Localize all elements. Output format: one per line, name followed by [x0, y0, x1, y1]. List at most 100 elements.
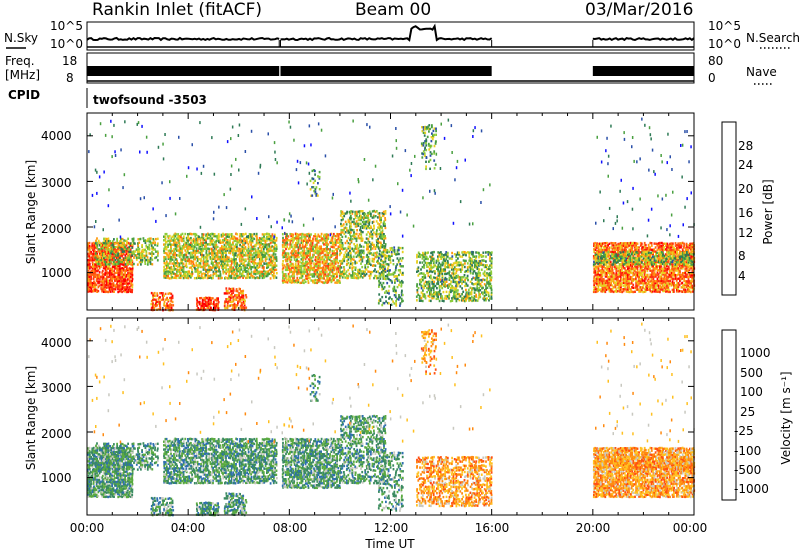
power-cell: [293, 279, 296, 282]
power-cell: [286, 237, 289, 241]
power-cell: [317, 264, 320, 267]
power-cell: [425, 167, 427, 171]
power-cell: [192, 260, 195, 263]
power-cell: [333, 243, 336, 246]
power-cell: [170, 259, 172, 263]
power-cell: [306, 274, 308, 277]
power-cell: [384, 277, 387, 281]
power-cell: [96, 273, 98, 276]
power-cell: [370, 248, 372, 251]
power-cell: [121, 271, 124, 274]
power-cell: [285, 280, 287, 284]
power-cell: [243, 243, 246, 247]
power-cell: [251, 235, 254, 238]
power-cell: [104, 263, 107, 266]
power-cell: [142, 248, 145, 251]
power-cell: [382, 252, 385, 256]
power-cell: [421, 292, 424, 296]
power-cell: [374, 268, 376, 271]
power-cell: [317, 280, 320, 284]
power-cell: [289, 247, 291, 250]
power-cell: [168, 266, 171, 269]
power-cell: [271, 245, 274, 248]
power-cell: [594, 269, 597, 272]
power-cell: [109, 267, 112, 271]
power-cell: [395, 253, 397, 256]
power-cell: [337, 262, 340, 265]
nave-label: Nave: [746, 65, 777, 79]
power-cell: [284, 276, 287, 280]
power-cell: [355, 222, 358, 226]
power-cell: [227, 241, 230, 244]
power-cell: [424, 261, 427, 264]
power-cell: [209, 301, 211, 304]
power-cell: [114, 254, 117, 257]
power-cell: [354, 237, 356, 240]
power-cell: [204, 245, 206, 248]
power-cell: [322, 281, 324, 284]
power-cell: [293, 268, 296, 272]
power-cell: [320, 266, 323, 270]
power-cell: [265, 252, 268, 255]
power-cell: [334, 241, 337, 244]
power-cell: [350, 217, 353, 220]
power-cell: [260, 237, 263, 241]
power-cell: [240, 256, 242, 259]
power-cell: [124, 278, 127, 281]
power-cell: [304, 262, 307, 265]
power-cell: [309, 258, 312, 261]
power-cell: [371, 243, 374, 246]
power-cell: [286, 233, 288, 236]
power-cell: [489, 297, 491, 300]
power-cell: [139, 254, 142, 258]
power-cell: [253, 276, 256, 279]
power-cell: [334, 266, 336, 269]
power-cell: [356, 243, 359, 247]
power-cell: [261, 255, 264, 259]
power-cell: [438, 265, 441, 268]
power-cell: [446, 294, 448, 298]
power-cell: [334, 237, 337, 241]
power-cell: [325, 274, 328, 278]
power-cell: [310, 243, 313, 247]
power-cell: [425, 257, 428, 260]
power-cell: [600, 282, 602, 285]
power-cell: [438, 255, 441, 258]
power-cell: [480, 262, 483, 265]
power-cell: [239, 306, 242, 309]
power-cell: [254, 243, 257, 247]
cpid-value: twofsound -3503: [93, 93, 207, 107]
power-cell: [368, 220, 371, 224]
power-cell: [458, 275, 461, 279]
power-cell: [345, 227, 348, 230]
power-cell: [489, 259, 492, 262]
power-cell: [151, 306, 154, 309]
power-cell: [206, 268, 209, 272]
power-cell: [138, 261, 141, 264]
power-cell: [357, 270, 359, 273]
power-cell: [396, 297, 398, 301]
power-cell: [333, 241, 335, 244]
power-cell: [230, 233, 233, 236]
power-cell: [364, 216, 367, 219]
power-cell: [448, 291, 451, 294]
power-cell: [189, 276, 192, 279]
power-cell: [282, 260, 284, 263]
power-cell: [384, 260, 387, 263]
power-cell: [163, 276, 166, 279]
power-cell: [266, 249, 268, 252]
power-cell: [304, 235, 307, 238]
power-cell: [601, 290, 604, 293]
power-cell: [385, 275, 387, 278]
power-cell: [341, 231, 344, 234]
power-cell: [124, 250, 127, 254]
power-cell: [120, 267, 122, 271]
power-cell: [154, 294, 157, 298]
power-cell: [447, 266, 450, 269]
power-cell: [594, 241, 597, 245]
power-cell: [194, 243, 196, 246]
power-cell: [479, 271, 481, 275]
power-cell: [377, 226, 379, 229]
power-cell: [387, 267, 389, 270]
power-cell: [101, 259, 104, 262]
